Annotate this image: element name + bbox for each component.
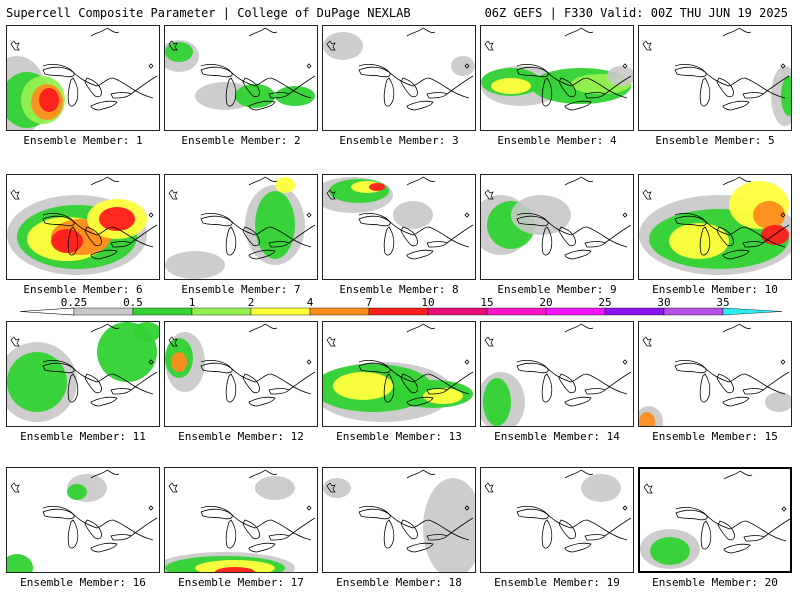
colorbar-segment [191, 307, 252, 316]
ensemble-member-map-panel[interactable] [480, 467, 634, 573]
ensemble-member-label: Ensemble Member: 1 [23, 134, 143, 147]
colorbar-tick-label: 10 [421, 296, 434, 309]
ensemble-member-map-panel[interactable] [6, 174, 160, 280]
ensemble-member-label: Ensemble Member: 2 [181, 134, 301, 147]
ensemble-member-map-panel[interactable] [322, 25, 476, 131]
ensemble-member-label: Ensemble Member: 16 [20, 576, 146, 589]
member-map [323, 27, 475, 111]
ensemble-member-map-panel[interactable] [638, 174, 792, 280]
member-map [481, 323, 632, 426]
member-map [7, 322, 159, 422]
ensemble-member-label: Ensemble Member: 18 [336, 576, 462, 589]
ensemble-member-label: Ensemble Member: 11 [20, 430, 146, 443]
member-map [7, 176, 158, 275]
member-map [7, 27, 158, 130]
colorbar-tick-label: 1 [189, 296, 196, 309]
member-map [165, 323, 316, 407]
color-scale-legend: 0.25 0.5 1 2 4 7 10 15 20 25 30 35 [0, 296, 800, 320]
ensemble-member-label: Ensemble Member: 17 [178, 576, 304, 589]
ensemble-member-label: Ensemble Member: 4 [497, 134, 617, 147]
ensemble-member-label: Ensemble Member: 12 [178, 430, 304, 443]
colorbar-segment [486, 307, 547, 316]
colorbar-tick-label: 25 [598, 296, 611, 309]
colorbar-tick-label: 4 [307, 296, 314, 309]
colorbar-segment [545, 307, 606, 316]
ensemble-member-label: Ensemble Member: 8 [339, 283, 459, 296]
member-map [484, 469, 632, 553]
ensemble-member-label: Ensemble Member: 5 [655, 134, 775, 147]
member-map [7, 469, 158, 572]
member-map [323, 323, 474, 422]
colorbar-segment [427, 307, 488, 316]
ensemble-member-map-panel[interactable] [164, 25, 318, 131]
color-scale-bar: 0.25 0.5 1 2 4 7 10 15 20 25 30 35 [19, 296, 783, 316]
member-map [481, 27, 633, 111]
ensemble-member-label: Ensemble Member: 20 [652, 576, 778, 589]
member-map [639, 323, 791, 426]
colorbar-tick-label: 35 [716, 296, 729, 309]
ensemble-member-label: Ensemble Member: 19 [494, 576, 620, 589]
colorbar-segment [250, 307, 311, 316]
member-map [323, 469, 475, 572]
ensemble-member-map-panel[interactable] [322, 467, 476, 573]
colorbar-segment [604, 307, 665, 316]
ensemble-member-map-panel[interactable] [638, 25, 792, 131]
ensemble-member-map-panel[interactable] [638, 467, 792, 573]
ensemble-member-map-panel[interactable] [322, 174, 476, 280]
colorbar-lower-arrow [19, 307, 75, 316]
ensemble-member-label: Ensemble Member: 7 [181, 283, 301, 296]
colorbar-tick-label: 30 [657, 296, 670, 309]
member-map [481, 176, 632, 260]
ensemble-member-label: Ensemble Member: 13 [336, 430, 462, 443]
colorbar-tick-label: 0.5 [123, 296, 143, 309]
member-map [165, 469, 316, 572]
colorbar-tick-label: 20 [539, 296, 552, 309]
colorbar-segment [722, 307, 783, 316]
colorbar-segment [309, 307, 370, 316]
member-map [640, 470, 790, 569]
ensemble-member-map-panel[interactable] [6, 321, 160, 427]
ensemble-member-map-panel[interactable] [322, 321, 476, 427]
member-map [165, 27, 316, 111]
ensemble-member-map-panel[interactable] [6, 25, 160, 131]
colorbar-segment [132, 307, 193, 316]
ensemble-member-map-panel[interactable] [164, 174, 318, 280]
ensemble-member-map-panel[interactable] [480, 321, 634, 427]
colorbar-segment [73, 307, 134, 316]
run-info: 06Z GEFS | F330 Valid: 00Z THU JUN 19 20… [484, 6, 788, 20]
ensemble-member-label: Ensemble Member: 6 [23, 283, 143, 296]
ensemble-member-map-panel[interactable] [164, 321, 318, 427]
ensemble-member-map-panel[interactable] [164, 467, 318, 573]
member-map [165, 176, 316, 279]
ensemble-member-map-panel[interactable] [480, 174, 634, 280]
ensemble-member-label: Ensemble Member: 15 [652, 430, 778, 443]
member-map [323, 176, 474, 260]
member-map [639, 176, 791, 275]
ensemble-member-map-panel[interactable] [6, 467, 160, 573]
ensemble-member-map-panel[interactable] [638, 321, 792, 427]
colorbar-segment [663, 307, 724, 316]
ensemble-member-label: Ensemble Member: 10 [652, 283, 778, 296]
colorbar-segment [368, 307, 429, 316]
colorbar-tick-label: 2 [248, 296, 255, 309]
ensemble-member-map-panel[interactable] [480, 25, 634, 131]
colorbar-tick-label: 15 [480, 296, 493, 309]
colorbar-tick-label: 0.25 [61, 296, 88, 309]
chart-title: Supercell Composite Parameter | College … [6, 6, 411, 20]
ensemble-member-label: Ensemble Member: 3 [339, 134, 459, 147]
ensemble-member-label: Ensemble Member: 9 [497, 283, 617, 296]
ensemble-member-label: Ensemble Member: 14 [494, 430, 620, 443]
colorbar-tick-label: 7 [366, 296, 373, 309]
member-map [642, 27, 791, 126]
